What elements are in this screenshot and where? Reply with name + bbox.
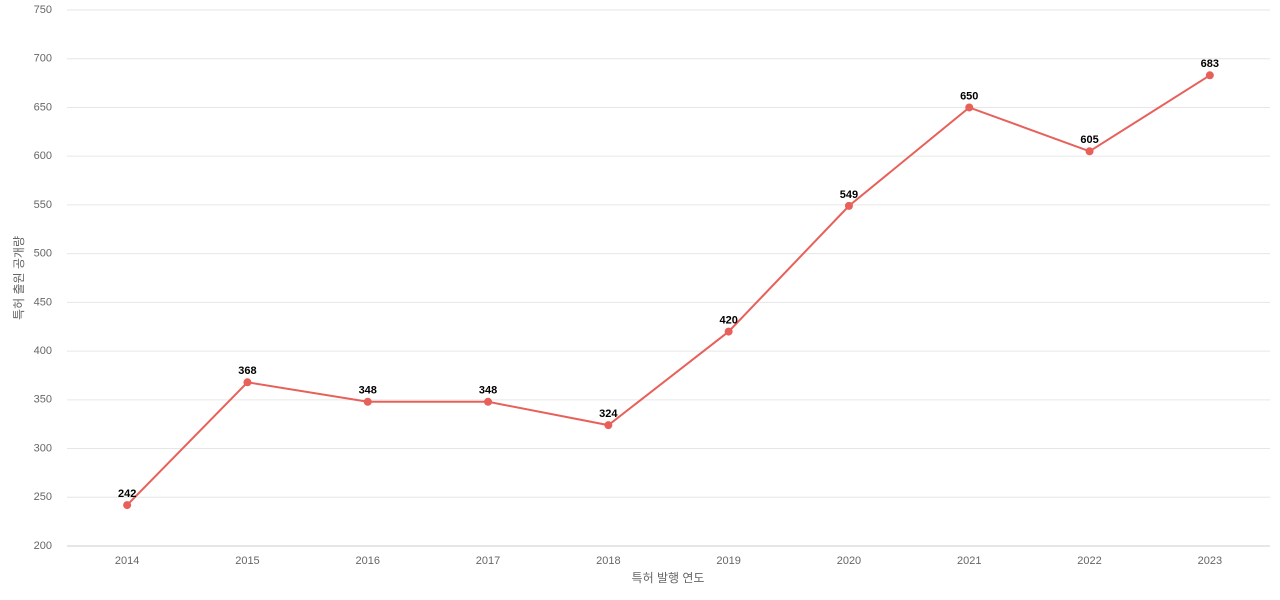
x-tick-label: 2015 xyxy=(235,555,259,567)
x-tick-label: 2021 xyxy=(957,555,981,567)
y-tick-label: 350 xyxy=(34,394,52,406)
data-label: 324 xyxy=(599,408,618,420)
y-tick-label: 450 xyxy=(34,296,52,308)
data-point xyxy=(243,378,252,387)
x-tick-label: 2017 xyxy=(476,555,500,567)
data-label: 242 xyxy=(118,488,136,500)
data-point xyxy=(484,397,493,406)
data-label: 650 xyxy=(960,90,978,102)
y-tick-label: 700 xyxy=(34,53,52,65)
y-tick-label: 600 xyxy=(34,150,52,162)
x-tick-label: 2019 xyxy=(716,555,740,567)
data-point xyxy=(1085,147,1094,156)
data-label: 420 xyxy=(719,315,737,327)
data-line xyxy=(126,74,1211,506)
y-tick-label: 750 xyxy=(34,4,52,16)
data-point xyxy=(965,103,974,112)
data-label: 605 xyxy=(1080,134,1098,146)
y-tick-label: 400 xyxy=(34,345,52,357)
data-point xyxy=(604,421,613,430)
x-tick-label: 2016 xyxy=(356,555,380,567)
x-tick-label: 2014 xyxy=(115,555,139,567)
data-label: 549 xyxy=(840,189,858,201)
y-tick-label: 200 xyxy=(34,540,52,552)
data-point xyxy=(363,397,372,406)
y-tick-label: 300 xyxy=(34,442,52,454)
y-tick-label: 500 xyxy=(34,248,52,260)
x-tick-label: 2022 xyxy=(1077,555,1101,567)
data-point xyxy=(123,501,132,510)
data-point xyxy=(844,201,853,210)
x-axis-title: 특허 발행 연도 xyxy=(632,570,705,585)
data-label: 348 xyxy=(359,385,377,397)
y-tick-label: 550 xyxy=(34,199,52,211)
data-label: 348 xyxy=(479,385,497,397)
data-label: 683 xyxy=(1201,58,1219,70)
data-label: 368 xyxy=(238,365,256,377)
y-axis-title: 특허 출원 공개량 xyxy=(12,236,26,320)
x-tick-label: 2020 xyxy=(837,555,861,567)
data-point xyxy=(1205,71,1214,80)
y-tick-label: 250 xyxy=(34,491,52,503)
x-tick-label: 2018 xyxy=(596,555,620,567)
y-tick-label: 650 xyxy=(34,101,52,113)
data-point xyxy=(724,327,733,336)
x-tick-label: 2023 xyxy=(1198,555,1222,567)
